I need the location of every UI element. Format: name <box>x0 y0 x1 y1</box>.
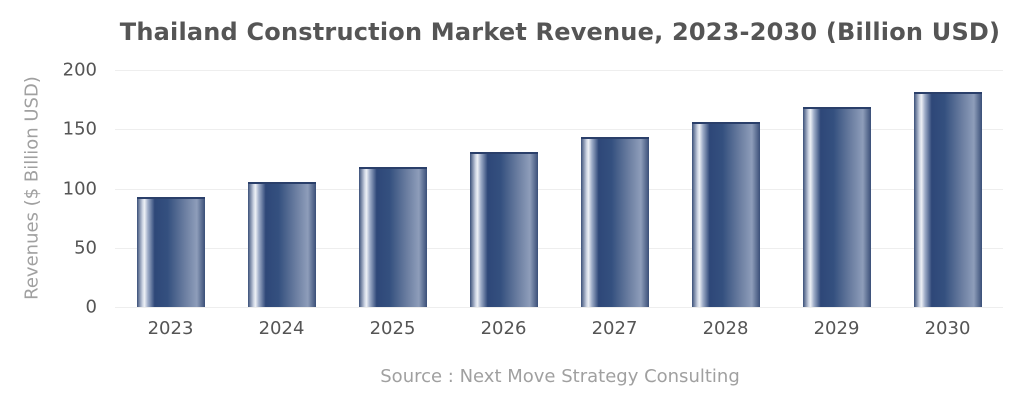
gridline <box>115 70 1003 71</box>
x-tick-label: 2029 <box>813 318 860 339</box>
x-tick-label: 2027 <box>591 318 638 339</box>
bar-2024 <box>247 182 316 307</box>
x-tick-label: 2028 <box>702 318 749 339</box>
gridline <box>115 307 1003 308</box>
chart-title: Thailand Construction Market Revenue, 20… <box>119 18 1001 46</box>
x-tick-label: 2025 <box>369 318 416 339</box>
gridline <box>115 247 1003 249</box>
y-tick-label: 150 <box>62 118 97 140</box>
y-tick-label: 50 <box>74 237 97 259</box>
y-tick-label: 0 <box>85 296 97 318</box>
gridline <box>115 188 1003 190</box>
bar-2023 <box>136 197 205 307</box>
y-tick-label: 100 <box>62 178 97 199</box>
bar-2027 <box>580 137 649 307</box>
x-tick-label: 2030 <box>924 318 971 339</box>
bar-2026 <box>469 152 538 307</box>
plot-area <box>115 70 1003 308</box>
x-tick-label: 2024 <box>258 318 305 339</box>
bar-2028 <box>691 122 760 307</box>
x-tick-label: 2023 <box>147 318 194 339</box>
x-tick-label: 2026 <box>480 318 527 339</box>
chart-title-container: Thailand Construction Market Revenue, 20… <box>0 0 1024 60</box>
y-tick-label: 200 <box>62 59 97 81</box>
bar-2029 <box>802 106 871 307</box>
bar-2030 <box>913 91 982 307</box>
gridline <box>115 129 1003 131</box>
bar-2025 <box>358 167 427 307</box>
source-annotation: Source : Next Move Strategy Consulting <box>380 366 740 387</box>
